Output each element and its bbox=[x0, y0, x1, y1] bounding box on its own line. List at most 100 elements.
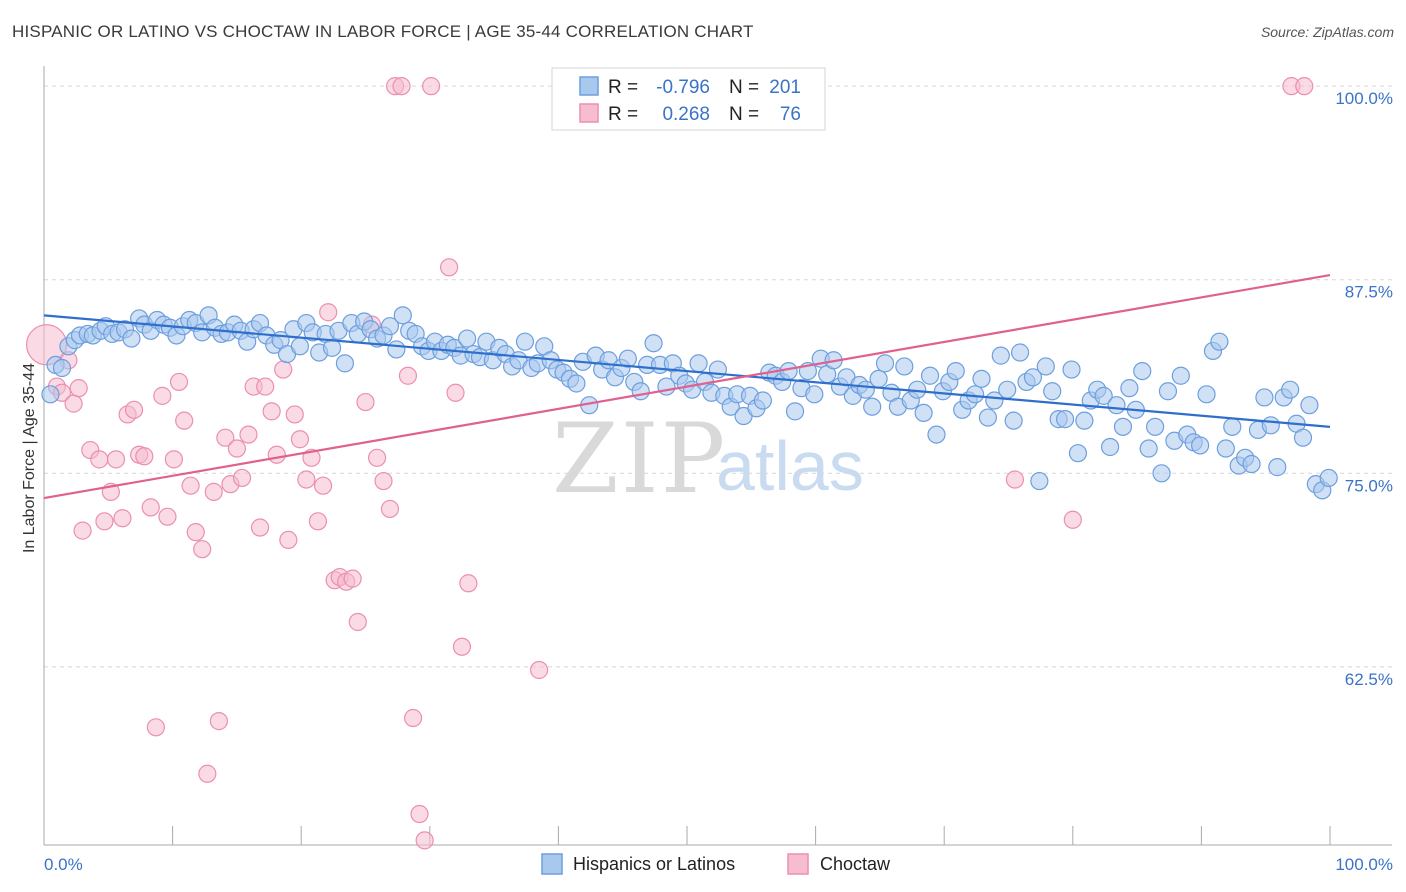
choctaw-point bbox=[343, 569, 362, 588]
hispanic-point bbox=[1293, 428, 1313, 447]
hispanic-point bbox=[895, 357, 914, 376]
hispanic-point bbox=[1010, 343, 1030, 362]
hispanic-point bbox=[457, 329, 477, 348]
legend-r-label-2: R = bbox=[608, 104, 638, 125]
hispanic-point bbox=[1281, 380, 1300, 399]
choctaw-point bbox=[356, 392, 375, 412]
legend-n-value-1: 201 bbox=[769, 77, 801, 98]
hispanic-point bbox=[863, 397, 882, 416]
choctaw-point bbox=[415, 831, 434, 850]
legend-n-value-2: 76 bbox=[780, 104, 801, 125]
choctaw-point bbox=[73, 521, 92, 540]
hispanic-point bbox=[991, 346, 1010, 365]
choctaw-point bbox=[421, 77, 441, 96]
choctaw-point bbox=[392, 77, 411, 96]
choctaw-point bbox=[164, 450, 183, 469]
hispanic-point bbox=[1062, 360, 1081, 379]
legend-swatch-blue bbox=[579, 76, 599, 96]
hispanic-point bbox=[1023, 368, 1043, 387]
hispanic-point bbox=[387, 340, 406, 359]
choctaw-point bbox=[319, 303, 338, 322]
legend-n-label-1: N = bbox=[729, 77, 759, 98]
choctaw-point bbox=[239, 425, 258, 444]
choctaw-point bbox=[256, 377, 275, 396]
hispanic-point bbox=[1030, 471, 1049, 491]
hispanic-point bbox=[1139, 439, 1158, 458]
legend-r-value-1: -0.796 bbox=[656, 77, 710, 98]
series-legend: Hispanics or Latinos Choctaw bbox=[541, 853, 891, 875]
choctaw-point bbox=[124, 400, 144, 419]
choctaw-point bbox=[95, 512, 114, 531]
hispanic-point bbox=[1113, 417, 1133, 436]
hispanic-point bbox=[644, 334, 663, 353]
hispanic-point bbox=[1107, 396, 1126, 415]
choctaw-point bbox=[1005, 470, 1025, 489]
series-legend-label-hispanic: Hispanics or Latinos bbox=[573, 854, 735, 874]
y-tick-label: 100.0% bbox=[1335, 89, 1393, 108]
trend-lines bbox=[43, 273, 1331, 500]
choctaw-point bbox=[64, 394, 83, 413]
hispanic-point bbox=[1300, 396, 1319, 415]
x-tick-labels: 0.0% 100.0% bbox=[44, 855, 1393, 874]
choctaw-point bbox=[90, 450, 109, 469]
choctaw-point bbox=[274, 360, 293, 379]
choctaw-point bbox=[1063, 510, 1082, 529]
hispanic-point bbox=[965, 385, 985, 404]
choctaw-point bbox=[410, 804, 429, 824]
choctaw-point bbox=[367, 448, 387, 467]
choctaw-trend-line bbox=[43, 273, 1331, 500]
hispanic-point bbox=[1242, 454, 1261, 474]
hispanic-point bbox=[805, 385, 824, 404]
legend-r-value-2: 0.268 bbox=[662, 104, 710, 125]
choctaw-point bbox=[374, 471, 393, 491]
choctaw-point bbox=[216, 428, 235, 447]
hispanic-point bbox=[1004, 411, 1023, 430]
hispanic-point bbox=[753, 391, 772, 410]
hispanic-point bbox=[914, 403, 933, 423]
choctaw-point bbox=[106, 450, 126, 469]
chart-title: HISPANIC OR LATINO VS CHOCTAW IN LABOR F… bbox=[12, 22, 754, 41]
hispanic-point bbox=[1171, 366, 1190, 385]
hispanic-point bbox=[1197, 385, 1216, 404]
choctaw-point bbox=[262, 402, 281, 421]
hispanic-point bbox=[972, 369, 991, 388]
hispanic-point bbox=[1036, 357, 1055, 376]
hispanic-point bbox=[785, 402, 805, 421]
hispanic-point bbox=[1255, 388, 1274, 407]
choctaw-point bbox=[530, 660, 549, 680]
choctaw-point bbox=[279, 530, 298, 550]
choctaw-point bbox=[69, 379, 88, 398]
hispanic-point bbox=[978, 408, 998, 427]
hispanic-point bbox=[1075, 411, 1094, 430]
series-legend-swatch-hispanic bbox=[541, 853, 563, 875]
choctaw-point bbox=[1295, 77, 1314, 96]
watermark: ZIP atlas bbox=[552, 403, 864, 515]
hispanic-point bbox=[998, 380, 1017, 399]
choctaw-point bbox=[446, 383, 465, 402]
choctaw-point bbox=[204, 482, 223, 501]
watermark-atlas: atlas bbox=[716, 427, 864, 505]
hispanic-point bbox=[1152, 464, 1171, 483]
hispanic-point bbox=[290, 337, 310, 356]
y-tick-label: 62.5% bbox=[1345, 670, 1393, 689]
choctaw-point bbox=[135, 447, 154, 466]
choctaw-point bbox=[146, 718, 165, 737]
hispanic-point bbox=[985, 391, 1004, 410]
choctaw-point bbox=[181, 476, 200, 495]
hispanic-point bbox=[618, 349, 637, 368]
choctaw-point bbox=[439, 258, 459, 277]
series-legend-label-choctaw: Choctaw bbox=[820, 854, 891, 874]
source-attribution: Source: ZipAtlas.com bbox=[1260, 24, 1394, 40]
choctaw-point bbox=[232, 468, 252, 488]
hispanic-point bbox=[41, 385, 60, 404]
hispanic-point bbox=[515, 332, 535, 351]
hispanic-point bbox=[1133, 361, 1152, 381]
axes bbox=[43, 66, 1392, 846]
hispanic-point bbox=[567, 374, 586, 393]
hispanic-point bbox=[946, 361, 965, 381]
hispanic-point bbox=[122, 329, 141, 348]
hispanic-point bbox=[52, 358, 72, 378]
choctaw-point bbox=[250, 518, 270, 537]
legend-n-label-2: N = bbox=[729, 104, 759, 125]
y-tick-label: 75.0% bbox=[1345, 476, 1393, 495]
